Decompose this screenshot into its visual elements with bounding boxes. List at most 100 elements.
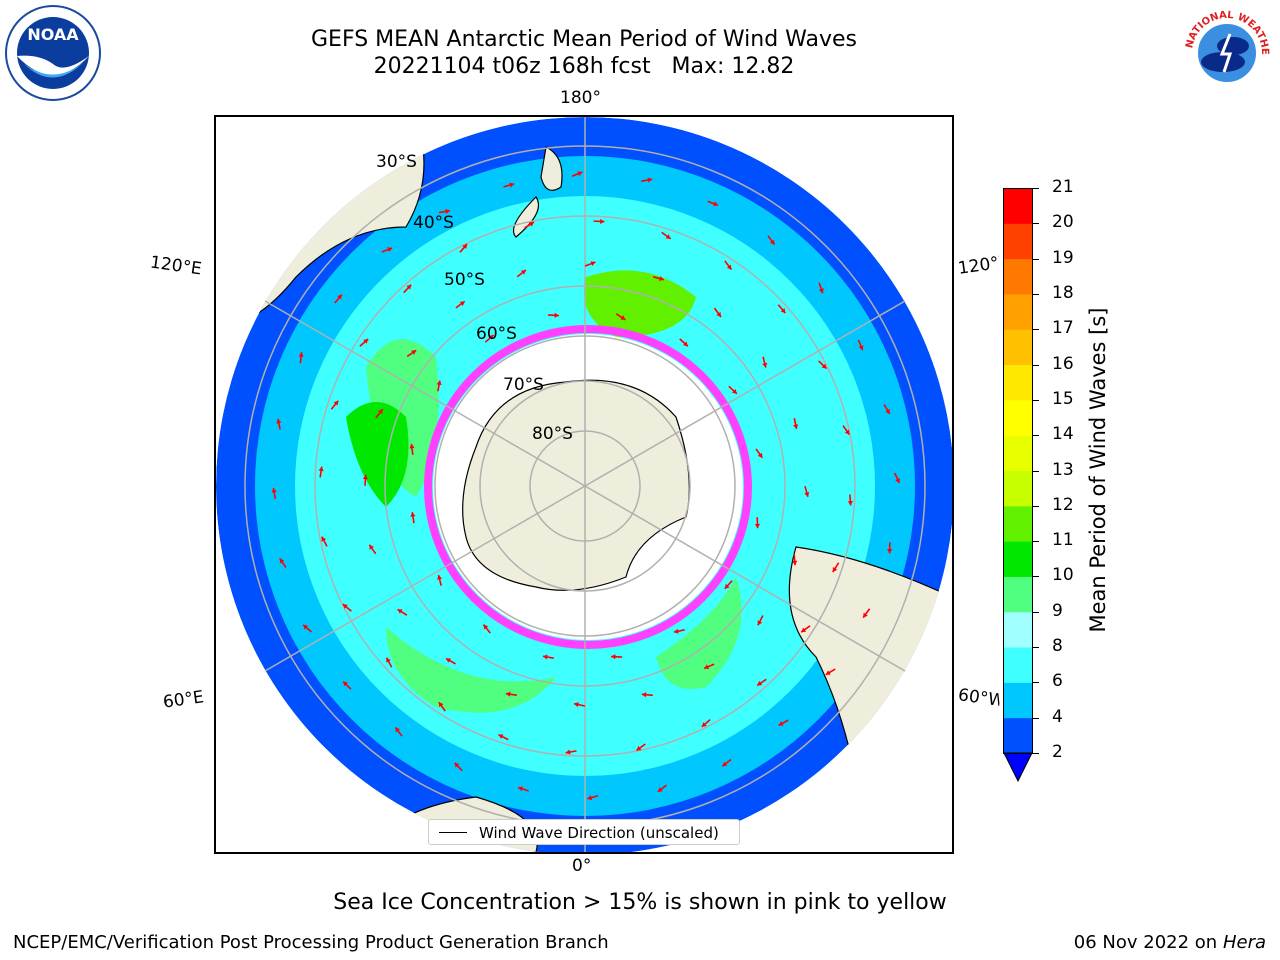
colorbar-tick-label: 21 (1052, 177, 1074, 197)
wind-wave-arrow-head (333, 400, 339, 406)
wind-wave-arrow-head (885, 408, 890, 414)
colorbar-tick-label: 10 (1052, 565, 1074, 586)
colorbar-tick-mark (1033, 470, 1039, 472)
new-zealand-north (540, 146, 563, 191)
lat-label-70s: 70°S (503, 375, 544, 395)
noaa-logo: NOAA (4, 4, 102, 106)
wind-wave-arrow-head (858, 345, 864, 351)
wind-wave-arrow-head (303, 624, 309, 630)
wind-wave-arrow-head (454, 762, 460, 768)
sea-ice-note: Sea Ice Concentration > 15% is shown in … (333, 890, 947, 915)
wind-wave-arrow-head (713, 201, 719, 207)
wind-wave-arrow-head (682, 341, 688, 347)
colorbar-tick-mark (1033, 682, 1039, 684)
wind-wave-arrow-head (363, 338, 369, 344)
wind-wave-arrow-head (769, 239, 775, 245)
wind-wave-arrow-head (726, 264, 732, 270)
colorbar-label: Mean Period of Wind Waves [s] (1086, 307, 1110, 633)
wind-wave-arrow-head (445, 208, 450, 215)
colorbar-tick-mark (1033, 399, 1039, 401)
ocean-band-9-south (386, 627, 556, 713)
colorbar-segment (1004, 435, 1032, 471)
colorbar-tick-label: 6 (1052, 671, 1063, 692)
sea-ice-edge (424, 325, 752, 649)
wind-wave-arrow-head (590, 261, 596, 267)
wind-wave-arrow-head (483, 624, 489, 630)
colorbar-tick-label: 20 (1052, 212, 1074, 233)
colorbar (1003, 188, 1033, 783)
wind-wave-arrow-head (343, 681, 348, 687)
colorbar-tick-mark (1033, 329, 1039, 331)
wind-wave-arrow-head (520, 270, 526, 275)
wind-wave-arrow-head (801, 627, 807, 633)
wind-wave-arrow-head (554, 312, 559, 318)
colorbar-tick-mark (1033, 717, 1039, 719)
wind-wave-arrow-head (369, 544, 374, 550)
lat-label-80s: 80°S (532, 424, 573, 444)
colorbar-segment (1004, 717, 1032, 754)
wind-wave-arrow-head (887, 548, 893, 554)
colorbar-tick-mark (1033, 364, 1039, 366)
wind-wave-arrow-head (701, 722, 707, 727)
wind-wave-arrow-head (337, 294, 342, 300)
wind-wave-arrow-head (397, 609, 403, 614)
colorbar-frame (1003, 188, 1033, 754)
colorbar-tick-mark (1033, 611, 1039, 613)
wind-wave-arrow-head (276, 418, 282, 424)
wind-wave-arrow-head (542, 654, 548, 660)
noaa-logo-text: NOAA (27, 25, 79, 44)
colorbar-segment (1004, 505, 1032, 542)
lon-label-180: 180° (560, 88, 601, 108)
wind-wave-arrow-head (895, 478, 900, 484)
wind-wave-arrow-head (818, 288, 824, 294)
wind-wave-arrow-head (844, 429, 850, 435)
wind-wave-arrow-head (462, 244, 468, 249)
colorbar-tick-mark (1033, 505, 1039, 507)
wind-wave-arrow-head (410, 512, 416, 517)
wind-wave-arrow-head (509, 182, 515, 188)
wind-wave-arrow-head (731, 388, 737, 394)
wind-wave-arrow-head (647, 177, 653, 183)
wind-wave-arrow-head (641, 692, 647, 698)
wind-wave-arrow-head (724, 583, 730, 589)
lon-label-60e: 60°E (161, 687, 206, 713)
new-zealand-south (512, 196, 540, 238)
wind-wave-arrow-head (378, 409, 383, 415)
nws-logo: NATIONAL WEATHER SERVICE (1174, 0, 1276, 106)
lat-label-40s: 40°S (413, 213, 454, 233)
colorbar-tick-mark (1033, 576, 1039, 578)
wind-wave-arrow-head (722, 761, 728, 767)
graticule (244, 117, 926, 852)
colorbar-segment (1004, 647, 1032, 683)
colorbar-tick-label: 19 (1052, 247, 1074, 268)
wind-wave-arrow-head (279, 558, 285, 564)
map-legend: Wind Wave Direction (unscaled) (428, 819, 740, 845)
colorbar-tick-label: 8 (1052, 636, 1063, 657)
colorbar-tick-label: 11 (1052, 530, 1074, 551)
wind-wave-arrow-head (757, 452, 763, 458)
wind-wave-arrow-head (757, 680, 763, 686)
wind-wave-arrow-head (577, 171, 583, 177)
colorbar-tick-label: 4 (1052, 706, 1063, 727)
lon-label-0: 0° (572, 856, 592, 876)
colorbar-tick-label: 17 (1052, 318, 1074, 339)
colorbar-tick-mark (1033, 647, 1039, 649)
wind-wave-arrow-head (437, 575, 443, 580)
colorbar-tick-label: 16 (1052, 353, 1074, 374)
page-subtitle: 20221104 t06z 168h fcst Max: 12.82 (373, 54, 795, 79)
ocean-band-9-east (656, 577, 742, 689)
wind-wave-arrow-head (445, 658, 451, 663)
colorbar-segment (1004, 364, 1032, 401)
lon-label-120e: 120°E (148, 252, 203, 280)
wind-wave-arrow-head (386, 657, 391, 663)
lat-label-60s: 60°S (476, 324, 517, 344)
wind-wave-arrow-head (271, 488, 277, 493)
wind-wave-arrow-head (298, 352, 304, 357)
wind-wave-arrow-head (611, 654, 616, 660)
colorbar-segment (1004, 541, 1032, 577)
wind-wave-arrow-head (528, 222, 534, 227)
wind-wave-arrow-head (832, 567, 838, 573)
wind-wave-arrow-head (387, 247, 393, 253)
colorbar-tick-mark (1033, 435, 1039, 437)
wind-wave-arrows (271, 171, 901, 801)
